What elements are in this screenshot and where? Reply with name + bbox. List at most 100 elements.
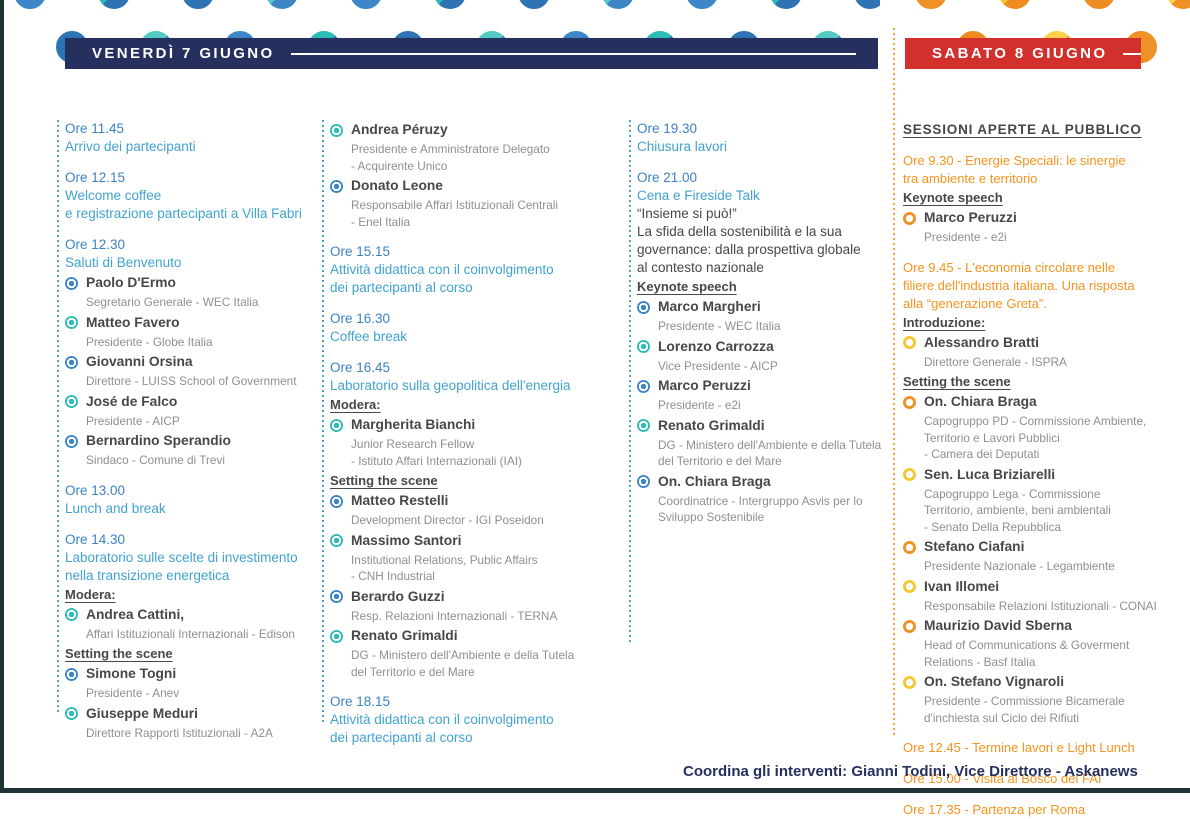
speaker-bullet-icon [903, 395, 916, 409]
speaker-bullet-icon [65, 355, 78, 369]
friday-banner: VENERDÌ 7 GIUGNO [65, 38, 878, 69]
speaker-role: Presidente - AICP [86, 413, 180, 428]
speaker-role: Presidente Nazionale - Legambiente [924, 559, 1115, 573]
block-otitle: Ore 15.00 - Visita al Bosco del FAI [903, 771, 1102, 786]
speaker-name: Andrea Péruzy [351, 122, 448, 137]
speaker-bullet-icon [330, 494, 343, 508]
speaker-row: On. Chiara Braga [903, 392, 1155, 412]
block-label: Introduzione: [903, 314, 986, 330]
block-title: Coffee break [330, 329, 408, 344]
decorative-ring [999, 0, 1031, 9]
speaker-name: Maurizio David Sberna [924, 618, 1072, 633]
decorative-ring [182, 0, 214, 9]
decorative-ring [915, 0, 947, 9]
saturday-column: SESSIONI APERTE AL PUBBLICO Ore 9.30 - En… [903, 120, 1157, 819]
speaker-row: Bernardino Sperandio [65, 431, 317, 451]
speaker-bullet-icon [330, 179, 343, 193]
speaker-name: Paolo D'Ermo [86, 275, 176, 290]
speaker-row: On. Stefano Vignaroli [903, 672, 1155, 692]
block-time: Ore 14.30 [65, 531, 126, 547]
decorative-ring [1083, 0, 1115, 9]
column-divider-dotted-1 [57, 120, 59, 714]
speaker-name: Ivan Illomei [924, 578, 1000, 594]
speaker-role: Presidente - WEC Italia [658, 319, 781, 333]
block-label: Modera: [65, 586, 116, 602]
speaker-name: Matteo Favero [86, 314, 180, 330]
speaker-name: Berardo Guzzi [351, 588, 445, 604]
speaker-row: Maurizio David Sberna [903, 616, 1155, 636]
speaker-name: Donato Leone [351, 178, 443, 193]
block-title: Attività didattica con il coinvolgimento… [330, 712, 554, 745]
speaker-bullet-icon [903, 336, 916, 349]
speaker-bullet-icon [65, 395, 78, 408]
page-edge-left [0, 0, 4, 793]
block-time: Ore 13.00 [65, 482, 126, 498]
speaker-row: Paolo D'Ermo [65, 273, 317, 293]
speaker-bullet-icon [65, 276, 78, 290]
speaker-bullet-icon [637, 340, 650, 353]
speaker-bullet-icon [330, 629, 343, 643]
speaker-bullet-icon [330, 590, 343, 603]
speaker-role: Head of Communications & Goverment Relat… [924, 638, 1130, 669]
speaker-name: Marco Peruzzi [658, 378, 751, 393]
speaker-bullet-icon [903, 675, 916, 689]
decorative-ring [14, 0, 46, 9]
friday-column-3: Ore 19.30 Chiusura lavori Ore 21.00 Cena e … [637, 120, 891, 528]
speaker-name: Sen. Luca Briziarelli [924, 466, 1056, 482]
speaker-row: Matteo Restelli [330, 491, 610, 511]
block-otitle: Ore 12.45 - Termine lavori e Light Lunch [903, 740, 1135, 755]
speaker-name: Lorenzo Carrozza [658, 338, 774, 354]
speaker-role: Direttore Rapporti Istituzionali - A2A [86, 725, 273, 740]
block-title: Arrivo dei partecipanti [65, 139, 196, 154]
speaker-name: Renato Grimaldi [658, 417, 765, 433]
speaker-bullet-icon [637, 419, 650, 432]
speaker-name: Giuseppe Meduri [86, 705, 198, 721]
speaker-bullet-icon [903, 619, 916, 633]
speaker-role: Presidente - Commissione Bicamerale d'in… [924, 694, 1125, 725]
speaker-role: Presidente - Anev [86, 686, 180, 700]
speaker-row: Giuseppe Meduri [65, 704, 317, 724]
friday-column-1: Ore 11.45 Arrivo dei partecipanti Ore 12.1… [65, 120, 317, 743]
speaker-role: Direttore Generale - ISPRA [924, 354, 1067, 369]
decorative-ring [350, 0, 382, 9]
speaker-row: Alessandro Bratti [903, 333, 1155, 353]
block-time: Ore 12.30 [65, 237, 126, 252]
speaker-row: José de Falco [65, 392, 317, 412]
speaker-role: Capogruppo PD - Commissione Ambiente, Te… [924, 414, 1147, 461]
speaker-row: Marco Margheri [637, 297, 891, 317]
decorative-ring [854, 0, 880, 9]
block-title: Cena e Fireside Talk [637, 188, 760, 203]
speaker-row: Lorenzo Carrozza [637, 337, 891, 357]
speaker-bullet-icon [330, 123, 343, 137]
speaker-bullet-icon [637, 475, 650, 488]
speaker-row: Marco Peruzzi [637, 376, 891, 396]
speaker-name: Massimo Santori [351, 532, 462, 548]
speaker-role: DG - Ministero dell'Ambiente e della Tut… [351, 648, 575, 679]
block-time: Ore 16.45 [330, 360, 391, 375]
speaker-row: Ivan Illomei [903, 577, 1155, 597]
speaker-bullet-icon [65, 707, 78, 720]
block-title: Chiusura lavori [637, 139, 728, 154]
friday-banner-rule [290, 52, 856, 55]
speaker-role: Presidente - e2i [658, 398, 741, 412]
speaker-role: Segretario Generale - WEC Italia [86, 295, 259, 309]
block-time: Ore 19.30 [637, 121, 698, 136]
block-title: Laboratorio sulla geopolitica dell'energ… [330, 378, 571, 393]
block-title: Saluti di Benvenuto [65, 255, 182, 270]
speaker-name: On. Stefano Vignaroli [924, 674, 1065, 689]
saturday-banner: SABATO 8 GIUGNO [905, 38, 1141, 69]
block-otitle: Ore 9.30 - Energie Speciali: le sinergie… [903, 153, 1126, 186]
block-time: Ore 12.15 [65, 170, 126, 185]
page-edge-bottom [0, 788, 1190, 793]
speaker-bullet-icon [65, 316, 78, 329]
speaker-role: Development Director - IGI Poseidon [351, 513, 544, 527]
speaker-row: Andrea Cattini, [65, 605, 317, 625]
speaker-name: Matteo Restelli [351, 493, 449, 508]
speaker-bullet-icon [330, 534, 343, 547]
speaker-bullet-icon [637, 300, 650, 314]
speaker-role: Presidente e Amministratore Delegato - A… [351, 142, 550, 173]
speaker-name: Simone Togni [86, 666, 177, 681]
speaker-row: Margherita Bianchi [330, 415, 610, 435]
speaker-role: Vice Presidente - AICP [658, 358, 778, 373]
day-divider-dotted-orange [893, 28, 895, 737]
